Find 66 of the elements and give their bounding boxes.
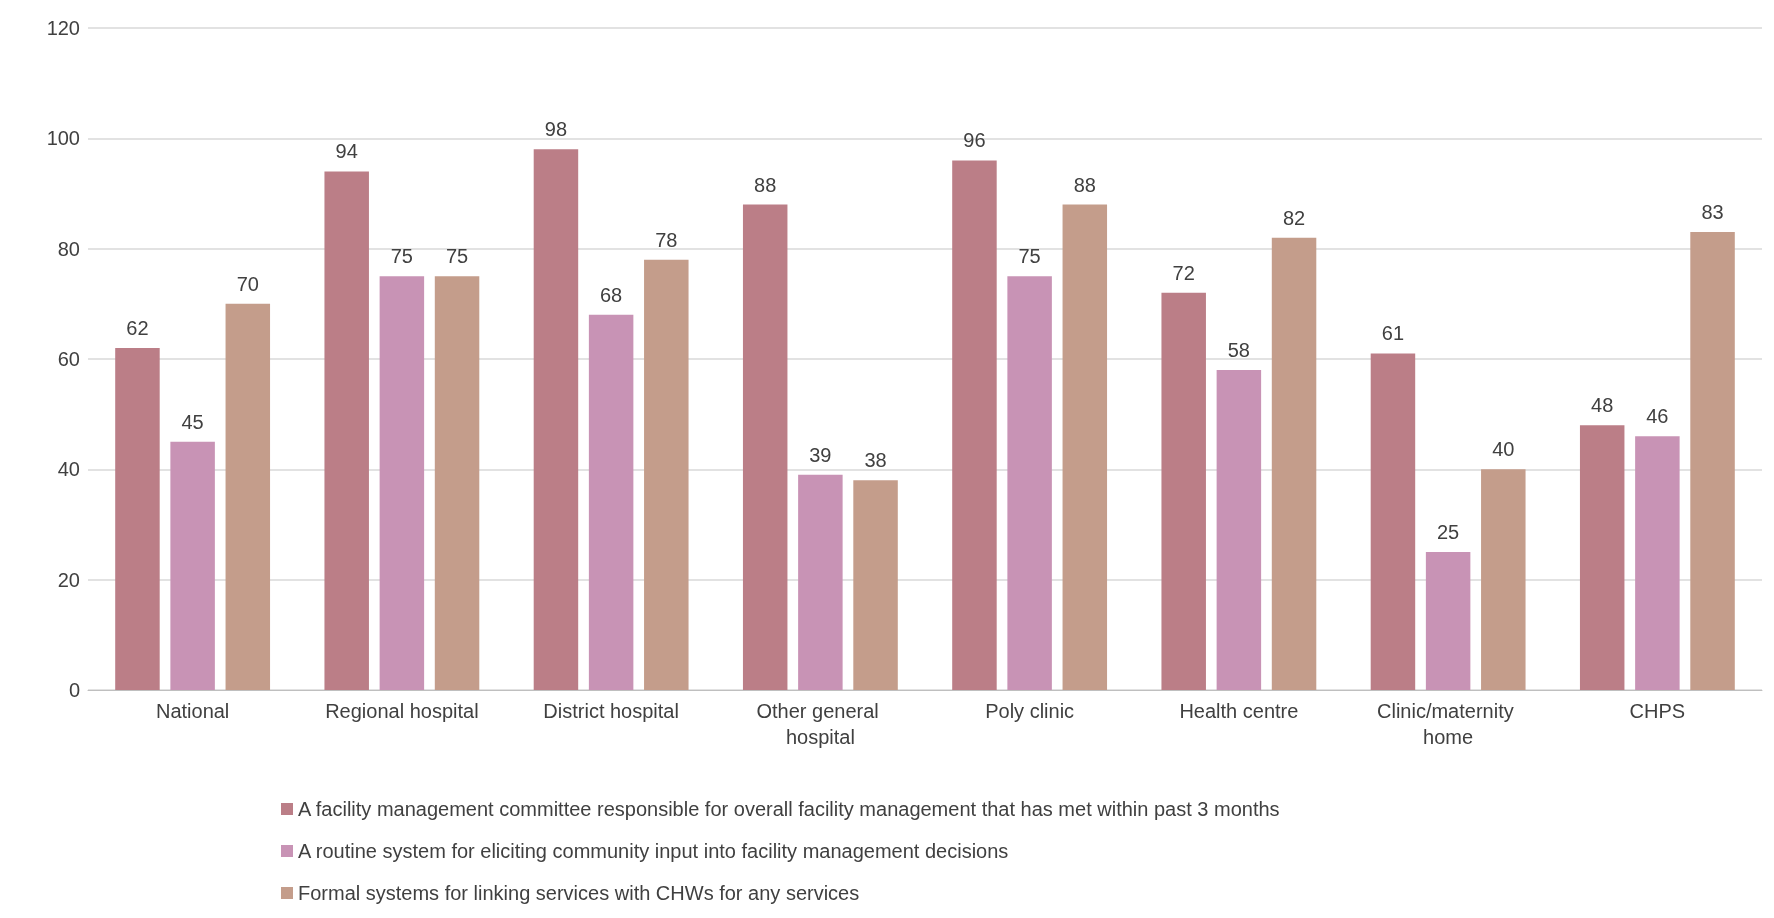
x-tick-label: Poly clinic	[985, 700, 1075, 722]
data-label: 75	[1018, 245, 1041, 268]
bar	[1635, 436, 1680, 690]
y-tick-label: 120	[46, 17, 80, 39]
data-label: 40	[1492, 438, 1515, 461]
data-label: 70	[236, 272, 259, 295]
x-tick-label: Clinic/maternity home	[1376, 700, 1520, 748]
bar	[1370, 353, 1416, 690]
bar	[952, 160, 997, 690]
legend-label: A routine system for eliciting community input into facility management decisions	[298, 840, 1009, 862]
bar	[533, 149, 579, 690]
x-tick-label: Other general hospital	[756, 700, 885, 748]
data-label: 62	[126, 316, 149, 339]
data-label: 46	[1646, 405, 1669, 428]
data-label: 78	[655, 228, 678, 251]
bar	[853, 480, 898, 690]
bar	[1062, 204, 1108, 690]
y-tick-label: 40	[57, 458, 80, 481]
data-label: 75	[390, 245, 413, 268]
bar	[1007, 276, 1052, 690]
bar	[170, 441, 215, 690]
y-tick-label: 20	[57, 568, 80, 591]
data-label: 45	[181, 410, 204, 433]
bar	[1271, 237, 1317, 690]
x-tick-label: Regional hospital	[325, 700, 479, 722]
bar	[324, 171, 369, 690]
bar	[588, 314, 634, 690]
y-tick-label: 100	[46, 127, 80, 150]
bar	[1579, 425, 1625, 690]
data-label: 98	[544, 118, 568, 141]
bar	[742, 204, 788, 690]
bar	[1481, 469, 1526, 690]
data-label: 82	[1282, 206, 1306, 229]
bar	[798, 474, 843, 690]
legend-label: A facility management committee responsible for overall facility management that has met within past 3 months	[298, 798, 1280, 820]
x-tick-label: CHPS	[1629, 700, 1686, 722]
x-tick-label: Health centre	[1179, 700, 1299, 722]
data-label: 83	[1701, 201, 1724, 224]
data-label: 94	[335, 140, 358, 163]
y-tick-label: 0	[68, 679, 80, 701]
bar	[379, 276, 425, 690]
bar	[434, 276, 480, 690]
data-label: 48	[1591, 394, 1614, 417]
data-label: 88	[1073, 173, 1096, 196]
data-label: 96	[963, 129, 986, 152]
data-label: 58	[1227, 339, 1250, 362]
bar	[644, 259, 689, 690]
y-tick-label: 80	[57, 237, 80, 260]
data-label: 88	[754, 173, 777, 196]
bar	[1425, 552, 1471, 690]
x-tick-label: District hospital	[543, 700, 679, 722]
data-label: 39	[809, 443, 832, 466]
data-label: 68	[600, 283, 623, 306]
data-label: 75	[445, 245, 469, 268]
bar	[225, 303, 271, 690]
legend-label: Formal systems for linking services with CHWs for any services	[298, 882, 860, 904]
data-label: 38	[864, 449, 887, 472]
bar	[1161, 292, 1206, 690]
data-label: 61	[1381, 322, 1405, 345]
bar	[1690, 232, 1735, 690]
bar	[1216, 370, 1262, 690]
data-label: 72	[1172, 261, 1195, 284]
x-tick-label: National	[155, 700, 230, 722]
bar	[115, 347, 160, 690]
y-tick-label: 60	[57, 348, 80, 370]
data-label: 25	[1437, 521, 1460, 544]
